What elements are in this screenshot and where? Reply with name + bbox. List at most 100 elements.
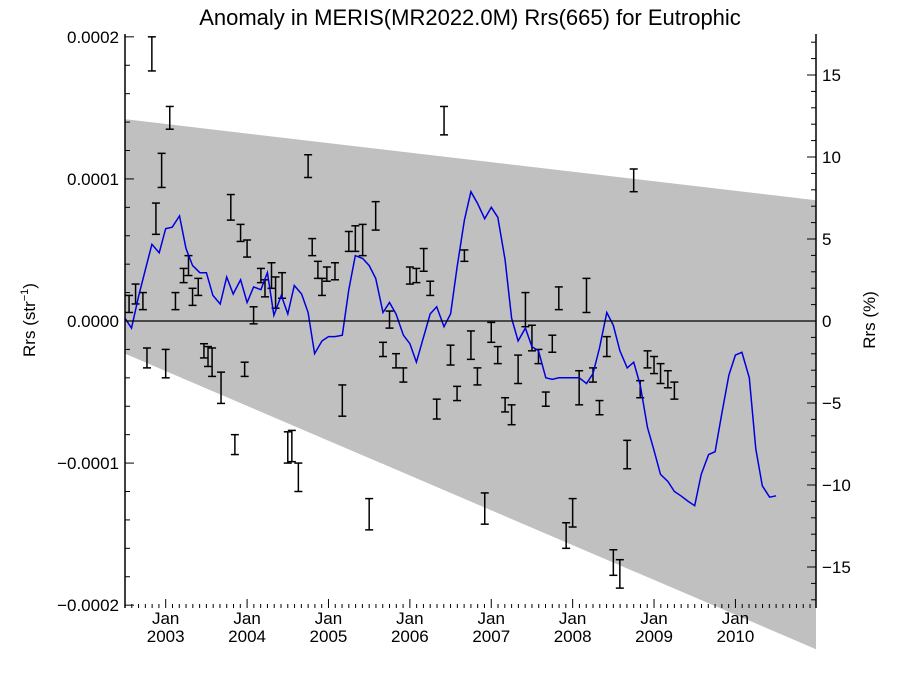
errorbar-point [629, 168, 638, 193]
errorbar-point [194, 277, 203, 297]
right-tick-label: 5 [822, 230, 831, 249]
errorbar-point [507, 404, 516, 426]
left-y-axis-label-close: ) [20, 283, 39, 289]
errorbar-point [432, 398, 441, 420]
errorbar-series [125, 36, 679, 589]
errorbar-point [131, 283, 140, 305]
errorbar-point [294, 462, 303, 493]
errorbar-point [473, 367, 482, 386]
left-tick-label: 0.0000 [67, 312, 119, 331]
errorbar-point [243, 239, 252, 258]
chart-title: Anomaly in MERIS(MR2022.0M) Rrs(665) for… [199, 5, 741, 30]
errorbar-point [226, 193, 235, 221]
errorbar-point [147, 36, 156, 72]
errorbar-point [365, 497, 374, 531]
errorbar-point [161, 348, 170, 379]
errorbar-point [230, 433, 239, 456]
errorbar-point [338, 384, 347, 417]
x-tick-month-label: Jan [722, 609, 749, 628]
errorbar-point [554, 286, 563, 311]
anomaly-line-series [124, 189, 777, 507]
x-tick-month-label: Jan [233, 609, 260, 628]
x-tick-year-label: 2006 [391, 627, 429, 646]
errorbar-point [582, 277, 591, 314]
errorbar-point [142, 347, 151, 369]
errorbar-point [351, 225, 360, 253]
x-tick-year-label: 2009 [635, 627, 673, 646]
errorbar-point [663, 369, 672, 389]
errorbar-point [514, 354, 523, 385]
left-y-axis: 0.0002 0.0001 0.0000 −0.0001 −0.0002 [57, 28, 134, 615]
errorbar-point [453, 385, 462, 402]
x-tick-year-label: 2010 [717, 627, 755, 646]
errorbar-point [541, 391, 550, 407]
left-tick-label: −0.0002 [57, 596, 119, 615]
errorbar-point [405, 266, 414, 285]
errorbar-point [330, 261, 339, 281]
errorbar-point [615, 558, 624, 589]
left-y-axis-label-sup: −1 [19, 289, 31, 302]
errorbar-point [609, 548, 618, 577]
errorbar-point [240, 361, 249, 378]
x-tick-year-label: 2007 [472, 627, 510, 646]
errorbar-point [151, 202, 160, 236]
errorbar-point [236, 223, 245, 243]
left-y-axis-label: Rrs (str−1) [19, 283, 39, 357]
x-axis: Jan2003Jan2004Jan2005Jan2006Jan2007Jan20… [124, 599, 811, 646]
errorbar-point [595, 399, 604, 416]
x-tick-year-label: 2005 [310, 627, 348, 646]
errorbar-point [548, 334, 557, 354]
x-tick-year-label: 2004 [228, 627, 266, 646]
errorbar-point [322, 266, 331, 282]
errorbar-point [562, 522, 571, 550]
anomaly-line [124, 189, 777, 507]
errorbar-point [588, 367, 597, 383]
errorbar-point [480, 492, 489, 525]
errorbar-point [670, 381, 679, 400]
right-tick-label: 15 [822, 66, 841, 85]
errorbar-point [304, 154, 313, 179]
errorbar-point [308, 237, 317, 257]
errorbar-point [125, 294, 134, 314]
errorbar-point [204, 345, 213, 368]
errorbar-point [501, 396, 510, 413]
errorbar-point [358, 223, 367, 257]
left-y-axis-label-main: Rrs (str [20, 301, 39, 357]
errorbar-point [493, 345, 502, 365]
errorbar-point [568, 497, 577, 528]
errorbar-point [656, 362, 665, 385]
errorbar-point [412, 267, 421, 284]
errorbar-point [188, 287, 197, 307]
errorbar-point [157, 152, 166, 189]
x-tick-year-label: 2003 [147, 627, 185, 646]
errorbar-point [602, 335, 611, 358]
x-tick-month-label: Jan [396, 609, 423, 628]
right-tick-label: −10 [822, 476, 851, 495]
right-tick-label: −5 [822, 394, 841, 413]
right-tick-label: −15 [822, 558, 851, 577]
left-tick-label: 0.0001 [67, 170, 119, 189]
errorbar-point [199, 342, 208, 359]
errorbar-point [446, 344, 455, 366]
x-tick-month-label: Jan [478, 609, 505, 628]
errorbar-point [419, 247, 428, 273]
errorbar-point [379, 341, 388, 358]
errorbar-point [650, 355, 659, 375]
right-y-axis: 15 10 5 0 −5 −10 −15 [807, 41, 851, 601]
errorbar-point [208, 347, 217, 378]
uncertainty-envelope [125, 119, 816, 650]
errorbar-point [426, 280, 435, 297]
errorbar-point [283, 431, 292, 464]
errorbar-point [217, 371, 226, 405]
errorbar-point [385, 310, 394, 329]
errorbar-point [440, 105, 449, 136]
errorbar-point [171, 291, 180, 311]
errorbar-point [392, 352, 401, 369]
errorbar-point [287, 429, 296, 463]
errorbar-point [399, 367, 408, 383]
errorbar-point [575, 369, 584, 406]
right-tick-label: 10 [822, 148, 841, 167]
errorbar-point [460, 249, 469, 263]
envelope-area [125, 119, 816, 650]
